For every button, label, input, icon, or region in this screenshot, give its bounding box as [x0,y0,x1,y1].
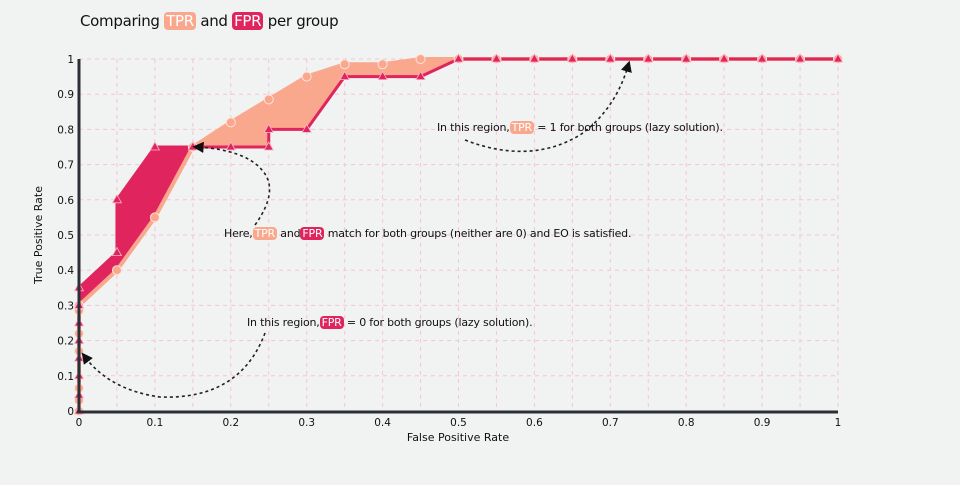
data-point-triangle [491,53,502,63]
data-point-circle [225,117,236,128]
x-tick-label: 0.7 [602,417,619,429]
y-tick-label: 0.6 [57,195,74,207]
annotation-text: = 1 for both groups (lazy solution). [537,121,723,134]
annotation-text: In this region, [247,316,320,329]
annotation-tpr-one: In this region, TPR = 1 for both groups (… [437,121,723,135]
x-tick-label: 0.2 [222,417,239,429]
data-point-circle [263,94,274,105]
arrow-fpr-zero [81,332,266,398]
y-tick-label: 0.7 [57,160,74,172]
annotation-arrows [81,60,632,398]
axes: 0 0.1 0.2 0.3 0.4 0.5 0.6 0.7 0.8 0.9 1 0 0.1 0.2 0.3 0… [57,54,841,429]
y-tick-label: 1 [67,54,74,66]
x-tick-label: 1 [835,417,842,429]
y-tick-label: 0 [67,406,74,418]
data-point-triangle [263,141,274,151]
tpr-badge: TPR [509,121,534,135]
data-point-triangle [794,53,806,63]
data-point-triangle [339,70,350,80]
data-point-triangle [149,141,161,151]
x-tick-label: 0.6 [526,417,543,429]
y-axis-label: True Positive Rate [32,186,45,285]
chart-title: Comparing TPR and FPR per group [80,12,339,30]
data-point-circle [111,265,122,276]
data-point-triangle [377,70,388,80]
data-point-circle [339,59,350,70]
tpr-badge: TPR [164,12,196,30]
fpr-badge: FPR [232,12,264,30]
data-point-triangle [263,123,274,133]
title-text: and [200,12,228,30]
data-point-circle [301,71,312,82]
annotation-text: = 0 for both groups (lazy solution). [346,316,533,329]
annotation-fpr-zero: In this region, FPR = 0 for both groups (… [247,316,533,330]
annotation-match: Here, TPR and FPR match for both groups (n… [224,227,632,241]
annotation-text: In this region, [437,121,510,134]
y-tick-label: 0.3 [57,300,74,312]
tpr-badge: TPR [252,227,277,241]
y-tick-label: 0.4 [57,265,74,277]
y-tick-label: 0.9 [57,89,74,101]
x-tick-label: 0.3 [298,417,315,429]
data-point-triangle [111,246,123,256]
y-tick-label: 0.2 [57,336,74,348]
y-tick-label: 0.5 [57,230,74,242]
data-point-triangle [832,53,844,63]
fpr-badge: FPR [300,227,325,241]
fpr-badge: FPR [319,316,344,330]
y-tick-label: 0.1 [57,371,74,383]
y-tick-label: 0.8 [57,124,74,136]
arrow-match [192,141,271,226]
x-tick-label: 0.4 [374,417,391,429]
x-tick-label: 0.9 [754,417,771,429]
data-point-triangle [567,53,578,63]
x-axis-label: False Positive Rate [407,431,509,444]
x-tick-label: 0 [76,417,83,429]
annotation-text: and [280,227,301,240]
data-point-triangle [453,53,464,63]
x-tick-label: 0.5 [450,417,467,429]
data-point-triangle [529,53,540,63]
series-markers [73,53,844,416]
data-point-triangle [415,70,426,80]
x-tick-label: 0.1 [147,417,164,429]
data-point-triangle [225,141,236,151]
data-point-triangle [605,53,616,63]
data-point-triangle [643,53,654,63]
data-point-triangle [111,193,123,204]
data-point-triangle [718,53,730,63]
data-point-circle [149,212,160,223]
arrow-tpr-one [464,60,632,153]
data-point-circle [415,54,426,64]
data-point-triangle [681,53,692,63]
data-point-triangle [756,53,768,63]
x-tick-label: 0.8 [678,417,695,429]
fill-region-fpr-group [79,147,193,311]
annotation-text: match for both groups (neither are 0) an… [327,227,632,240]
data-point-triangle [301,123,312,133]
title-text: per group [267,12,339,30]
data-point-circle [377,59,388,70]
annotation-text: Here, [224,227,253,240]
title-text: Comparing [80,12,160,30]
